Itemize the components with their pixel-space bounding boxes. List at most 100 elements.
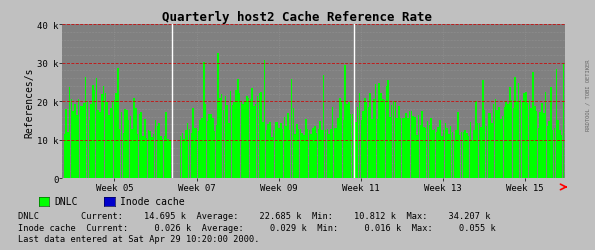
Bar <box>94 90 95 179</box>
Bar <box>249 100 251 179</box>
Bar <box>180 136 181 179</box>
Bar <box>101 95 102 179</box>
Bar <box>119 130 121 179</box>
Bar <box>231 106 233 179</box>
Bar <box>256 96 258 179</box>
Bar <box>516 101 518 179</box>
Bar <box>478 124 480 179</box>
Bar <box>217 54 219 179</box>
Bar <box>73 111 74 179</box>
Bar <box>393 102 394 179</box>
Bar <box>198 131 199 179</box>
Bar <box>418 178 419 179</box>
Bar <box>561 178 562 179</box>
Bar <box>455 130 457 179</box>
Bar <box>309 130 310 179</box>
Bar <box>69 87 70 179</box>
Bar <box>533 73 534 179</box>
Bar <box>271 138 273 179</box>
Bar <box>430 119 432 179</box>
Bar <box>89 120 90 179</box>
Bar <box>92 85 93 179</box>
Bar <box>330 130 331 179</box>
Bar <box>194 128 196 179</box>
Bar <box>264 61 265 179</box>
Bar <box>293 108 294 179</box>
Bar <box>416 136 418 179</box>
Bar <box>169 140 171 179</box>
Bar <box>140 112 142 179</box>
Bar <box>368 108 369 179</box>
Bar <box>366 103 367 179</box>
Bar <box>124 109 126 179</box>
Bar <box>439 120 441 179</box>
Bar <box>133 99 135 179</box>
Bar <box>298 130 299 179</box>
Bar <box>355 123 356 179</box>
Bar <box>386 86 387 179</box>
Bar <box>74 178 76 179</box>
Text: Last data entered at Sat Apr 29 10:20:00 2000.: Last data entered at Sat Apr 29 10:20:00… <box>18 234 259 243</box>
Bar <box>493 105 494 179</box>
Bar <box>121 113 123 179</box>
Bar <box>552 178 553 179</box>
Bar <box>520 100 521 179</box>
Bar <box>461 132 462 179</box>
Bar <box>563 64 564 179</box>
Bar <box>314 126 315 179</box>
Bar <box>334 128 335 179</box>
Bar <box>312 129 314 179</box>
Bar <box>201 118 203 179</box>
Bar <box>64 135 65 179</box>
Bar <box>343 178 344 179</box>
Bar <box>123 133 124 179</box>
Bar <box>444 123 446 179</box>
Bar <box>398 178 400 179</box>
Bar <box>441 137 443 179</box>
Bar <box>228 124 230 179</box>
Bar <box>167 139 169 179</box>
Bar <box>377 120 378 179</box>
Bar <box>468 137 469 179</box>
Bar <box>496 110 498 179</box>
Bar <box>128 120 130 179</box>
Bar <box>74 104 76 179</box>
Bar <box>425 128 427 179</box>
Bar <box>375 85 377 179</box>
Bar <box>110 108 111 179</box>
Bar <box>341 178 342 179</box>
Bar <box>261 178 262 179</box>
Bar <box>185 130 187 179</box>
Bar <box>162 140 164 179</box>
Bar <box>346 104 347 179</box>
Bar <box>311 134 312 179</box>
Bar <box>244 101 246 179</box>
Bar <box>330 178 331 179</box>
Bar <box>205 104 206 179</box>
Bar <box>561 135 562 179</box>
Bar <box>251 88 253 179</box>
Bar <box>165 113 167 179</box>
Bar <box>364 99 365 179</box>
Bar <box>164 136 165 179</box>
Bar <box>500 120 502 179</box>
Bar <box>524 94 525 179</box>
Bar <box>466 178 468 179</box>
Bar <box>473 178 475 179</box>
Bar <box>144 120 146 179</box>
Bar <box>513 108 514 179</box>
Bar <box>270 122 271 179</box>
Bar <box>541 104 543 179</box>
Bar <box>540 112 541 179</box>
Bar <box>473 130 475 179</box>
Bar <box>183 140 185 179</box>
Bar <box>87 102 88 179</box>
Bar <box>189 130 190 179</box>
Bar <box>208 114 210 179</box>
Bar <box>364 178 365 179</box>
Bar <box>550 88 552 179</box>
Bar <box>419 126 421 179</box>
Bar <box>531 109 532 179</box>
Bar <box>65 178 67 179</box>
Bar <box>343 121 344 179</box>
